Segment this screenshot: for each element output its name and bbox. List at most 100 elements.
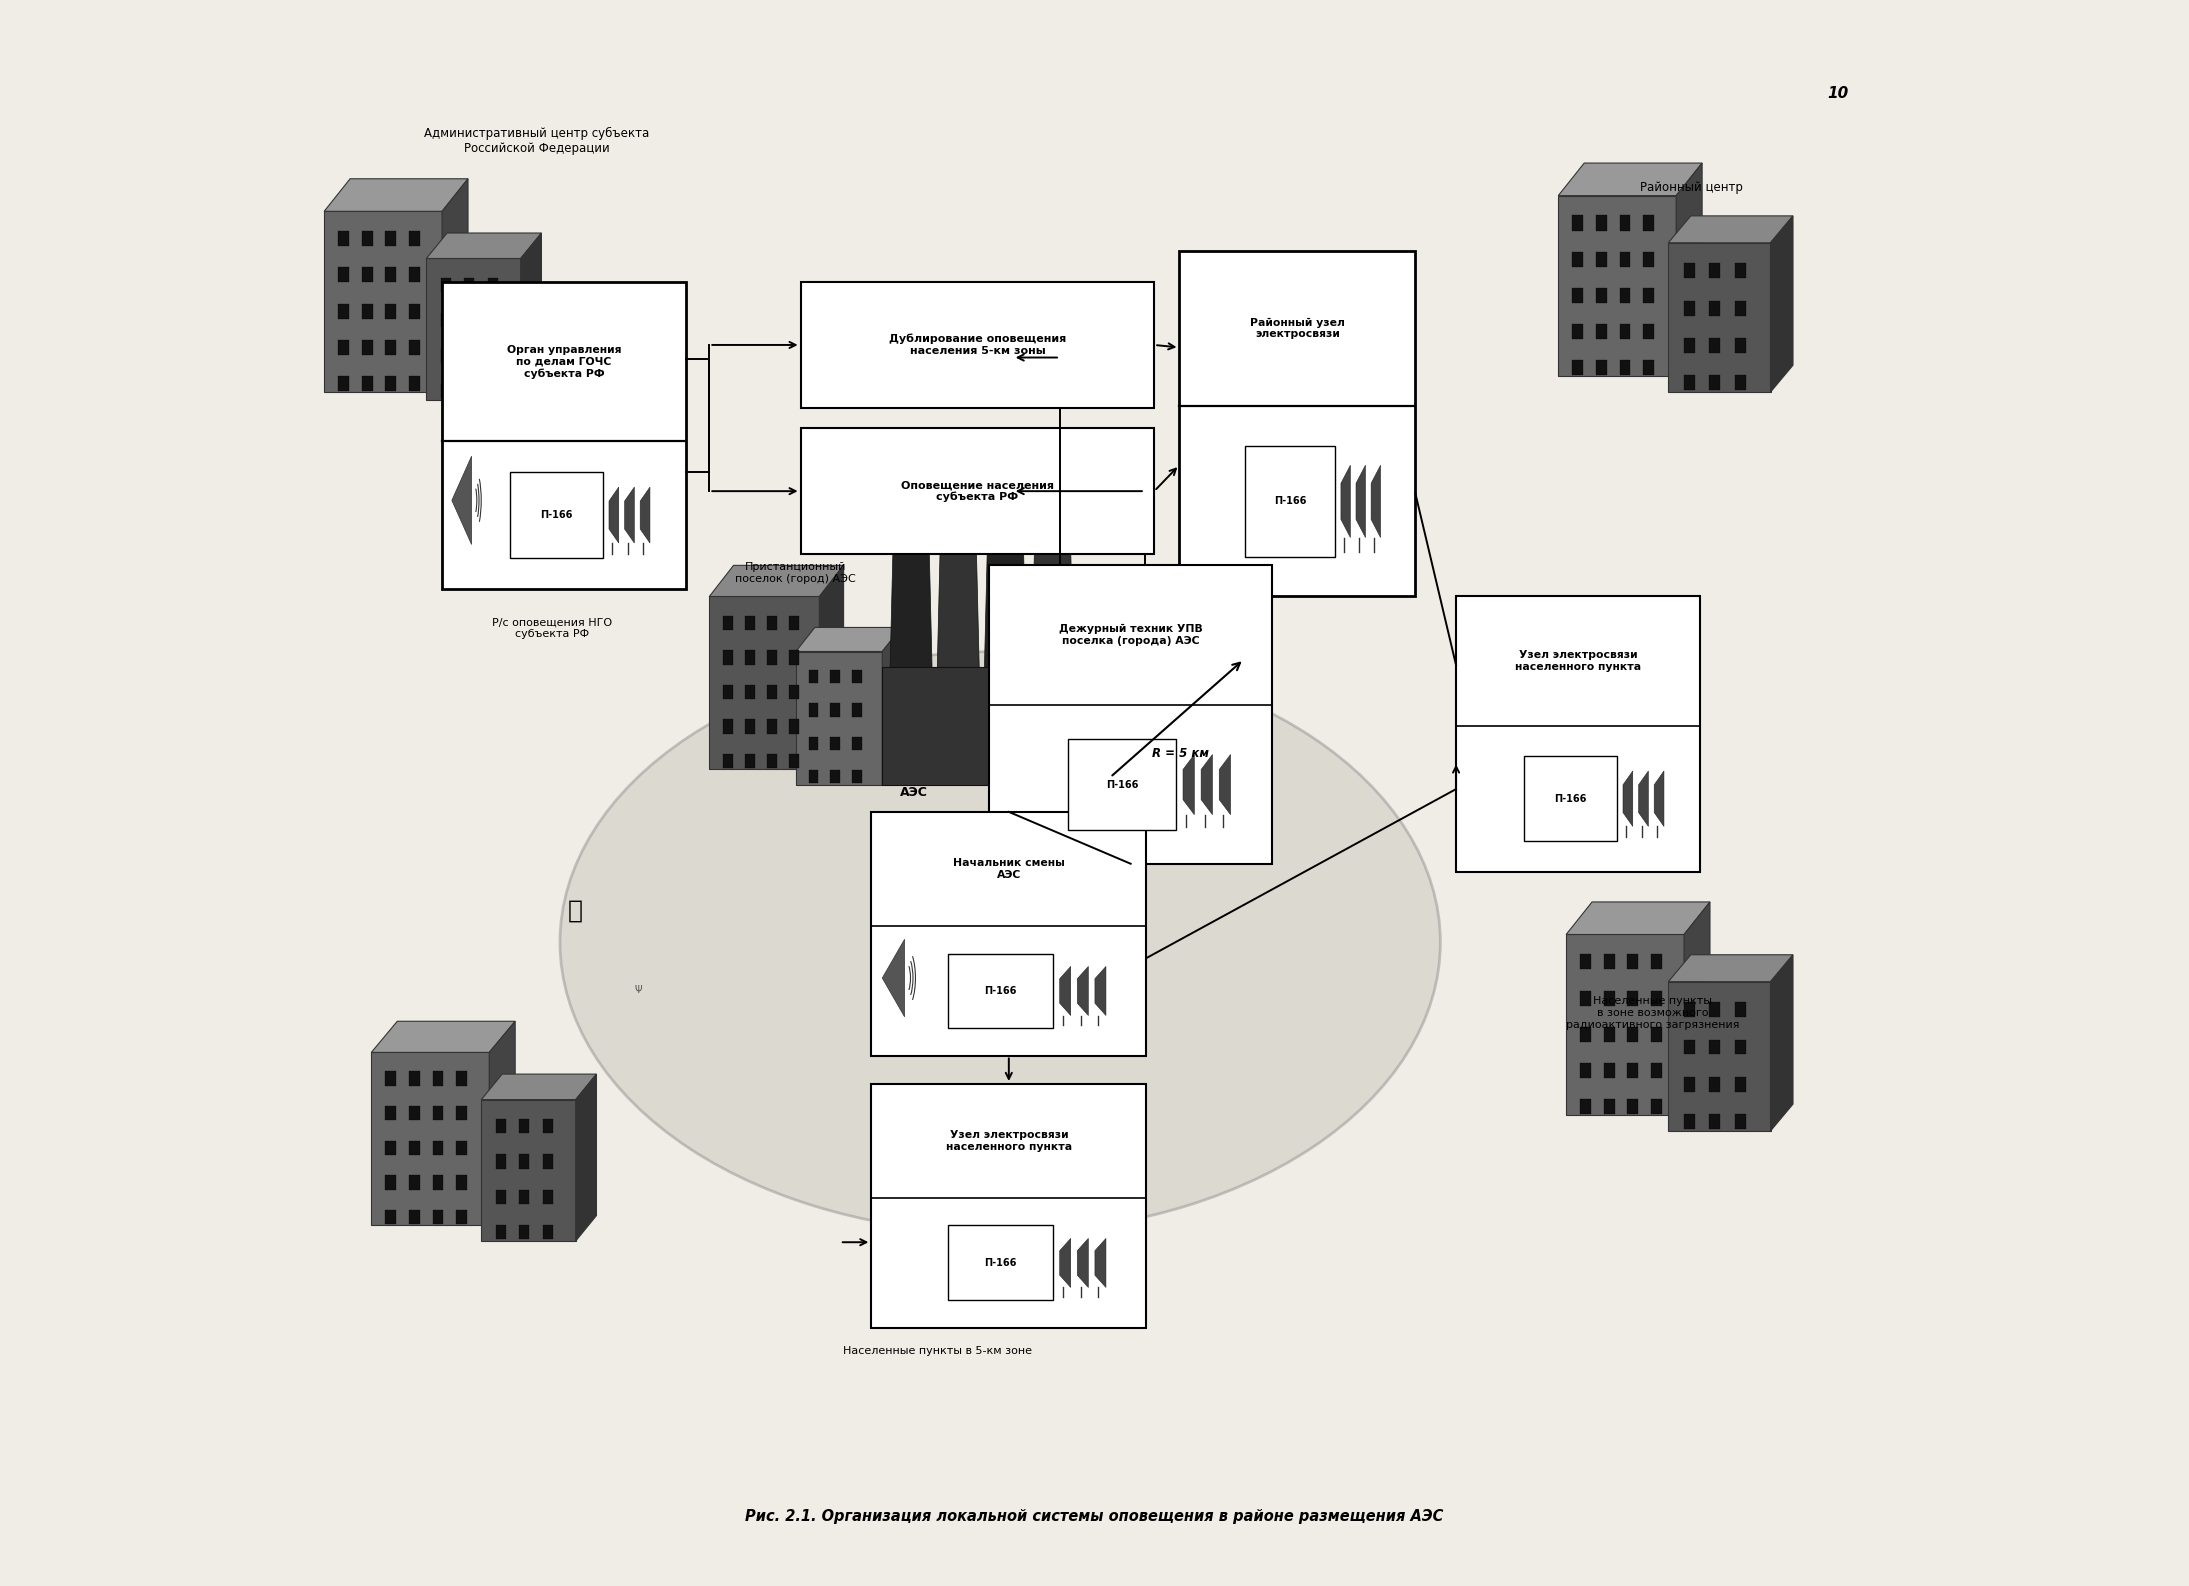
Text: Р/с оповещения НГО
субъекта РФ: Р/с оповещения НГО субъекта РФ [493, 617, 613, 639]
Polygon shape [1605, 1099, 1615, 1113]
Polygon shape [1572, 324, 1583, 339]
Text: Узел электросвязи
населенного пункта: Узел электросвязи населенного пункта [1515, 650, 1642, 672]
Polygon shape [1620, 252, 1631, 266]
Polygon shape [722, 753, 733, 768]
Polygon shape [1605, 991, 1615, 1006]
Polygon shape [1668, 216, 1793, 243]
Polygon shape [361, 303, 372, 319]
Polygon shape [1580, 991, 1591, 1006]
Polygon shape [543, 1120, 554, 1132]
Polygon shape [1710, 301, 1721, 316]
Polygon shape [1202, 755, 1213, 815]
Polygon shape [639, 487, 650, 542]
Polygon shape [409, 1105, 420, 1120]
Polygon shape [385, 268, 396, 282]
FancyBboxPatch shape [1068, 739, 1175, 831]
Polygon shape [385, 1105, 396, 1120]
Polygon shape [433, 1210, 444, 1224]
Polygon shape [1668, 955, 1793, 982]
Polygon shape [1734, 1077, 1747, 1091]
Polygon shape [385, 339, 396, 355]
Polygon shape [1596, 324, 1607, 339]
Polygon shape [1559, 163, 1703, 195]
Text: П-166: П-166 [541, 511, 574, 520]
Text: Ψ: Ψ [635, 985, 641, 994]
Polygon shape [1710, 1039, 1721, 1055]
FancyBboxPatch shape [1524, 757, 1618, 841]
Polygon shape [324, 211, 442, 392]
Polygon shape [427, 259, 521, 400]
Polygon shape [1572, 252, 1583, 266]
Polygon shape [1651, 991, 1661, 1006]
Polygon shape [1683, 902, 1710, 1115]
Polygon shape [830, 669, 841, 684]
Polygon shape [519, 1224, 530, 1239]
Polygon shape [521, 233, 541, 400]
FancyBboxPatch shape [948, 953, 1053, 1028]
Polygon shape [1683, 1002, 1694, 1017]
Text: Начальник смены
АЭС: Начальник смены АЭС [952, 858, 1064, 880]
Polygon shape [1182, 755, 1195, 815]
Polygon shape [1771, 216, 1793, 392]
Polygon shape [882, 628, 902, 785]
Polygon shape [1596, 216, 1607, 230]
Polygon shape [409, 1140, 420, 1155]
Polygon shape [543, 1224, 554, 1239]
Polygon shape [409, 303, 420, 319]
Polygon shape [409, 339, 420, 355]
Text: П-166: П-166 [1274, 496, 1307, 506]
Polygon shape [1677, 163, 1703, 376]
Polygon shape [488, 278, 499, 292]
Polygon shape [339, 268, 348, 282]
Ellipse shape [560, 652, 1440, 1234]
Polygon shape [1596, 252, 1607, 266]
Polygon shape [519, 1190, 530, 1204]
Polygon shape [1651, 955, 1661, 969]
Polygon shape [385, 376, 396, 390]
Polygon shape [409, 1210, 420, 1224]
Polygon shape [722, 720, 733, 734]
Polygon shape [1059, 1239, 1070, 1288]
Text: Пристанционный
поселок (город) АЭС: Пристанционный поселок (город) АЭС [736, 561, 856, 584]
Text: П-166: П-166 [1105, 780, 1138, 790]
FancyBboxPatch shape [1180, 251, 1416, 596]
Polygon shape [766, 720, 777, 734]
FancyBboxPatch shape [801, 428, 1154, 554]
Polygon shape [543, 1190, 554, 1204]
Polygon shape [1734, 376, 1747, 390]
Polygon shape [1622, 771, 1633, 826]
Polygon shape [985, 511, 1027, 668]
Polygon shape [361, 376, 372, 390]
Polygon shape [852, 737, 862, 750]
Text: Дублирование оповещения
населения 5-км зоны: Дублирование оповещения населения 5-км з… [889, 335, 1066, 355]
FancyBboxPatch shape [1246, 446, 1335, 557]
Polygon shape [1683, 338, 1694, 354]
Polygon shape [1651, 1099, 1661, 1113]
Polygon shape [1644, 216, 1655, 230]
Polygon shape [339, 376, 348, 390]
Polygon shape [361, 339, 372, 355]
Polygon shape [1651, 1063, 1661, 1078]
Polygon shape [1219, 755, 1230, 815]
FancyBboxPatch shape [442, 282, 685, 588]
Polygon shape [788, 685, 799, 699]
Polygon shape [882, 939, 904, 1017]
Polygon shape [1644, 252, 1655, 266]
Polygon shape [1734, 1002, 1747, 1017]
Polygon shape [891, 511, 933, 668]
Polygon shape [543, 1155, 554, 1169]
Polygon shape [409, 268, 420, 282]
Polygon shape [409, 1175, 420, 1190]
Polygon shape [1640, 771, 1648, 826]
Polygon shape [1559, 195, 1677, 376]
Polygon shape [744, 650, 755, 665]
Polygon shape [797, 652, 882, 785]
Polygon shape [1626, 955, 1637, 969]
Polygon shape [409, 376, 420, 390]
Polygon shape [440, 349, 451, 363]
Text: П-166: П-166 [985, 1258, 1016, 1267]
Polygon shape [1668, 243, 1771, 392]
Polygon shape [830, 737, 841, 750]
Polygon shape [385, 1210, 396, 1224]
Polygon shape [1710, 1077, 1721, 1091]
